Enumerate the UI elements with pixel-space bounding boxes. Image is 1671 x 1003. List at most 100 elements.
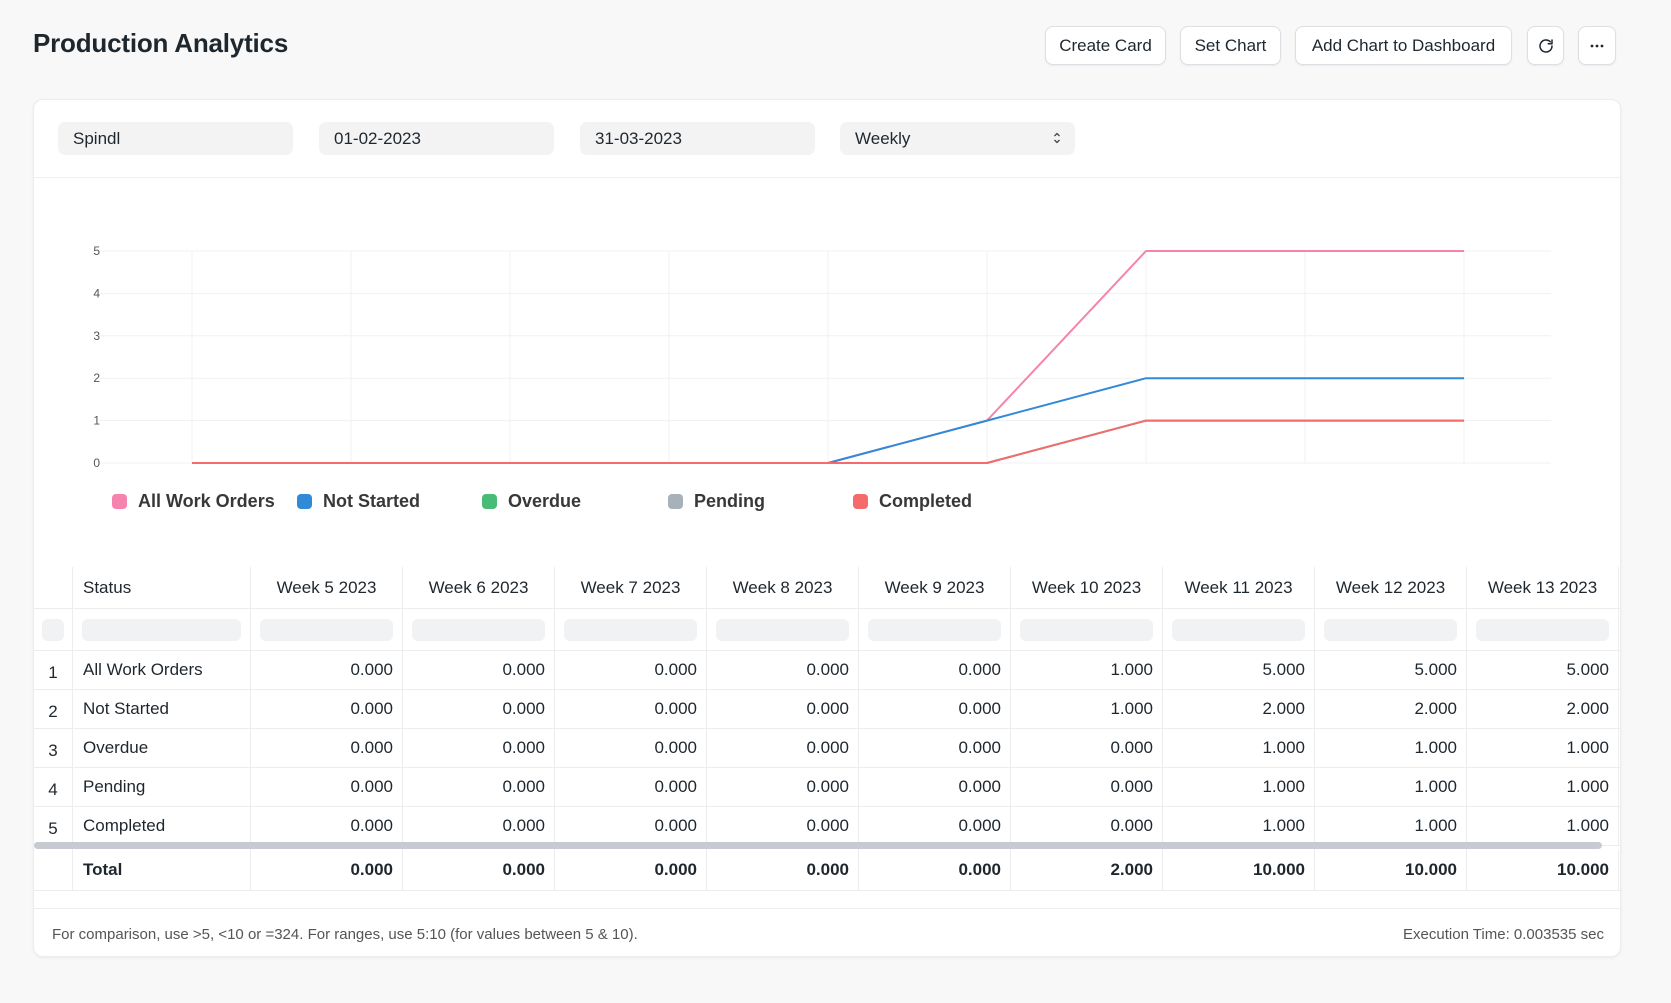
value-cell[interactable]: 1.000: [1315, 729, 1467, 767]
filter-pill: [1324, 618, 1457, 641]
column-header[interactable]: Status: [73, 567, 251, 608]
column-header[interactable]: Week 6 2023: [403, 567, 555, 608]
value-cell[interactable]: 1.000: [1315, 768, 1467, 806]
value-cell[interactable]: 1.000: [1011, 651, 1163, 689]
filter-pill: [564, 618, 697, 641]
legend-item-pending[interactable]: Pending: [668, 491, 765, 512]
legend-swatch: [297, 494, 312, 509]
column-filter-input[interactable]: [1467, 609, 1619, 650]
status-cell[interactable]: All Work Orders: [73, 651, 251, 689]
y-tick-label: 4: [93, 286, 100, 300]
value-cell[interactable]: 1.000: [1315, 807, 1467, 845]
column-filter-input[interactable]: [707, 609, 859, 650]
status-cell[interactable]: Not Started: [73, 690, 251, 728]
column-filter-input[interactable]: [1011, 609, 1163, 650]
value-cell[interactable]: 2.000: [1163, 690, 1315, 728]
value-cell[interactable]: 0.000: [251, 807, 403, 845]
value-cell[interactable]: 1.000: [1163, 807, 1315, 845]
table-filter-row: [34, 609, 1620, 651]
value-cell[interactable]: 0.000: [403, 807, 555, 845]
column-header[interactable]: Week 8 2023: [707, 567, 859, 608]
page-header: Production Analytics Create Card Set Cha…: [0, 0, 1671, 95]
value-cell[interactable]: 0.000: [859, 768, 1011, 806]
column-filter-input[interactable]: [403, 609, 555, 650]
value-cell[interactable]: 0.000: [555, 768, 707, 806]
column-filter-input[interactable]: [251, 609, 403, 650]
filter-hint: For comparison, use >5, <10 or =324. For…: [52, 926, 638, 943]
page-title: Production Analytics: [33, 28, 289, 58]
value-cell[interactable]: 0.000: [555, 807, 707, 845]
value-cell[interactable]: 0.000: [707, 768, 859, 806]
horizontal-scrollbar[interactable]: [34, 842, 1602, 849]
value-cell[interactable]: 0.000: [555, 690, 707, 728]
value-cell[interactable]: 1.000: [1467, 729, 1619, 767]
legend-item-all-work-orders[interactable]: All Work Orders: [112, 491, 275, 512]
value-cell[interactable]: 1.000: [1163, 729, 1315, 767]
value-cell[interactable]: 0.000: [251, 768, 403, 806]
value-cell[interactable]: 5.000: [1315, 651, 1467, 689]
value-cell[interactable]: 0.000: [251, 729, 403, 767]
filter-pill: [716, 618, 849, 641]
column-filter-input[interactable]: [1315, 609, 1467, 650]
to-date-filter[interactable]: 31-03-2023: [580, 122, 815, 155]
value-cell[interactable]: 1.000: [1467, 768, 1619, 806]
legend-item-not-started[interactable]: Not Started: [297, 491, 420, 512]
refresh-icon: [1538, 38, 1553, 53]
value-cell[interactable]: 0.000: [251, 651, 403, 689]
set-chart-button[interactable]: Set Chart: [1180, 26, 1281, 65]
range-select[interactable]: Weekly: [840, 122, 1075, 155]
column-header[interactable]: Week 7 2023: [555, 567, 707, 608]
more-horizontal-icon: [1590, 44, 1604, 47]
column-filter-input[interactable]: [555, 609, 707, 650]
column-header[interactable]: Week 11 2023: [1163, 567, 1315, 608]
legend-item-overdue[interactable]: Overdue: [482, 491, 581, 512]
column-header[interactable]: Week 10 2023: [1011, 567, 1163, 608]
value-cell[interactable]: 0.000: [707, 729, 859, 767]
column-filter-input[interactable]: [73, 609, 251, 650]
more-options-button[interactable]: [1578, 26, 1616, 65]
table-header-row: Status Week 5 2023 Week 6 2023 Week 7 2023 W…: [34, 567, 1620, 609]
value-cell[interactable]: 0.000: [1011, 768, 1163, 806]
add-chart-to-dashboard-button[interactable]: Add Chart to Dashboard: [1295, 26, 1512, 65]
value-cell[interactable]: 0.000: [403, 690, 555, 728]
value-cell[interactable]: 0.000: [251, 690, 403, 728]
value-cell[interactable]: 0.000: [859, 651, 1011, 689]
create-card-button[interactable]: Create Card: [1045, 26, 1166, 65]
value-cell[interactable]: 1.000: [1467, 807, 1619, 845]
from-date-filter[interactable]: 01-02-2023: [319, 122, 554, 155]
column-filter-input[interactable]: [859, 609, 1011, 650]
value-cell[interactable]: 0.000: [859, 807, 1011, 845]
value-cell[interactable]: 0.000: [707, 651, 859, 689]
legend-swatch: [482, 494, 497, 509]
value-cell[interactable]: 0.000: [859, 729, 1011, 767]
legend-item-completed[interactable]: Completed: [853, 491, 972, 512]
value-cell[interactable]: 0.000: [707, 807, 859, 845]
refresh-button[interactable]: [1527, 26, 1564, 65]
select-arrows-icon: [1054, 132, 1060, 144]
status-cell[interactable]: Overdue: [73, 729, 251, 767]
value-cell[interactable]: 0.000: [1011, 729, 1163, 767]
column-header[interactable]: Week 5 2023: [251, 567, 403, 608]
company-filter[interactable]: Spindl: [58, 122, 293, 155]
row-index-filter: [34, 609, 73, 650]
value-cell[interactable]: 0.000: [403, 768, 555, 806]
column-header[interactable]: Week 9 2023: [859, 567, 1011, 608]
value-cell[interactable]: 0.000: [859, 690, 1011, 728]
status-cell[interactable]: Pending: [73, 768, 251, 806]
column-filter-input[interactable]: [1163, 609, 1315, 650]
value-cell[interactable]: 0.000: [555, 729, 707, 767]
value-cell[interactable]: 2.000: [1467, 690, 1619, 728]
value-cell[interactable]: 0.000: [1011, 807, 1163, 845]
column-header[interactable]: Week 12 2023: [1315, 567, 1467, 608]
value-cell[interactable]: 1.000: [1011, 690, 1163, 728]
value-cell[interactable]: 5.000: [1467, 651, 1619, 689]
value-cell[interactable]: 0.000: [403, 729, 555, 767]
value-cell[interactable]: 2.000: [1315, 690, 1467, 728]
value-cell[interactable]: 1.000: [1163, 768, 1315, 806]
column-header[interactable]: Week 13 2023: [1467, 567, 1619, 608]
value-cell[interactable]: 5.000: [1163, 651, 1315, 689]
value-cell[interactable]: 0.000: [707, 690, 859, 728]
value-cell[interactable]: 0.000: [555, 651, 707, 689]
status-cell[interactable]: Completed: [73, 807, 251, 845]
value-cell[interactable]: 0.000: [403, 651, 555, 689]
